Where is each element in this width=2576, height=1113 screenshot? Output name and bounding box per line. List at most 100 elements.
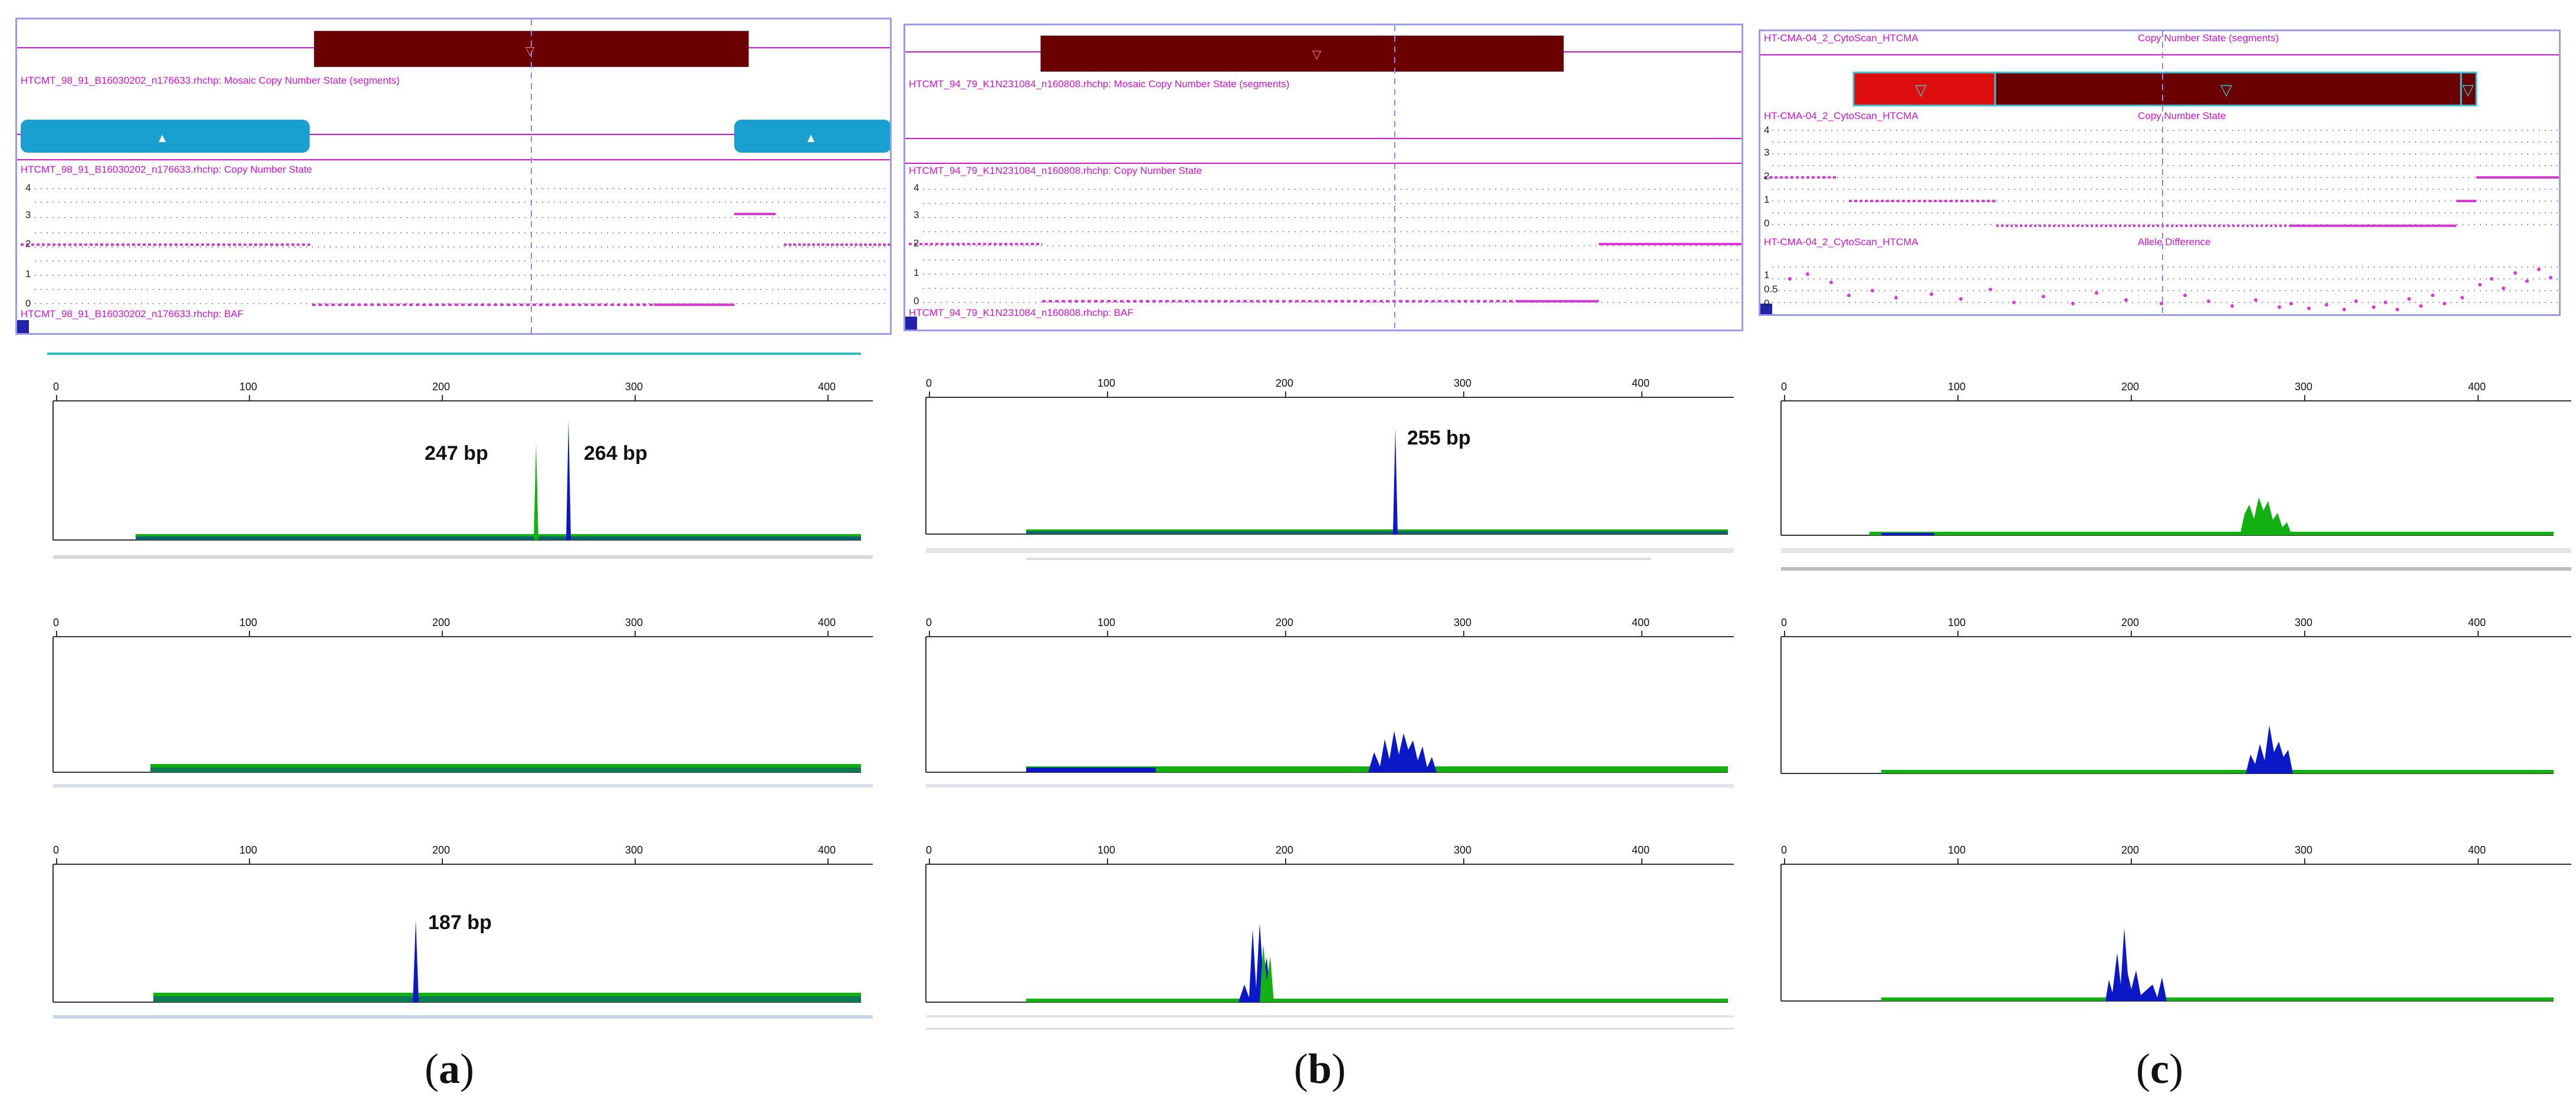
- y-tick: 1: [914, 267, 919, 278]
- y-tick: 4: [25, 182, 31, 193]
- x-tick: 100: [1098, 377, 1115, 389]
- x-tick: 400: [1632, 844, 1650, 856]
- electropherogram-a3: 0 100 200 300 400 187 bp: [52, 844, 873, 1019]
- y-tick: 2: [914, 238, 919, 249]
- svg-text:▽: ▽: [1915, 81, 1927, 99]
- baf-track-label: HTCMT_94_79_K1N231084_n160808.rhchp: BAF: [909, 307, 1133, 318]
- x-tick: 200: [432, 617, 450, 628]
- x-tick: 100: [239, 844, 257, 856]
- ad-tick: 1: [1764, 269, 1770, 281]
- x-tick: 300: [2295, 617, 2312, 628]
- x-tick: 300: [1454, 844, 1471, 856]
- svg-text:▲: ▲: [807, 132, 815, 143]
- x-tick: 300: [1454, 617, 1471, 628]
- x-tick: 200: [1276, 377, 1293, 389]
- x-tick: 0: [53, 617, 59, 628]
- panel-caption-c: (c): [2136, 1045, 2183, 1092]
- x-tick: 0: [926, 844, 932, 856]
- x-tick: 100: [1948, 381, 1966, 393]
- x-tick: 300: [2295, 381, 2312, 393]
- x-tick: 100: [239, 381, 257, 393]
- copy-number-track-label-left: HT-CMA-04_2_CytoScan_HTCMA: [1764, 110, 1918, 121]
- peak-label: 247 bp: [425, 442, 488, 465]
- y-tick: 3: [25, 209, 31, 220]
- x-tick: 200: [432, 844, 450, 856]
- copy-number-track-label: HTCMT_94_79_K1N231084_n160808.rhchp: Cop…: [909, 165, 1202, 176]
- svg-text:▲: ▲: [159, 132, 166, 143]
- x-tick: 400: [818, 381, 836, 393]
- loh-segment-left: [21, 120, 310, 153]
- y-tick: 0: [1764, 218, 1770, 229]
- x-tick: 300: [625, 844, 643, 856]
- x-tick: 0: [1781, 844, 1787, 856]
- y-tick: 3: [914, 209, 919, 220]
- x-tick: 300: [625, 617, 643, 628]
- x-tick: 400: [1632, 617, 1650, 628]
- panel-caption-a: (a): [425, 1045, 474, 1092]
- y-tick: 2: [25, 238, 31, 249]
- peak-label: 255 bp: [1407, 427, 1471, 449]
- x-tick: 400: [2468, 381, 2486, 393]
- svg-text:▽: ▽: [1312, 47, 1322, 61]
- segments-track-label-left: HT-CMA-04_2_CytoScan_HTCMA: [1764, 32, 1918, 44]
- peak-label: 187 bp: [428, 911, 492, 934]
- x-tick: 200: [1276, 617, 1293, 628]
- y-tick: 3: [1764, 147, 1770, 158]
- cnv-tracks-a: ▽ ▲ ▲: [17, 19, 890, 333]
- electropherogram-b3: 0 100 200 300 400: [925, 844, 1734, 1029]
- x-tick: 300: [1454, 377, 1471, 389]
- svg-text:▽: ▽: [525, 44, 535, 58]
- y-tick: 0: [914, 295, 919, 307]
- svg-text:▽: ▽: [2220, 81, 2232, 99]
- y-tick: 4: [1764, 124, 1770, 136]
- x-tick: 200: [432, 381, 450, 393]
- x-tick: 300: [625, 381, 643, 393]
- electropherogram-c1: 0 100 200 300 400: [1780, 381, 2571, 571]
- y-tick: 4: [914, 182, 919, 193]
- allele-difference-scatter: [1788, 268, 2552, 311]
- teal-divider: [47, 353, 861, 355]
- x-tick: 0: [1781, 381, 1787, 393]
- x-tick: 100: [239, 617, 257, 628]
- electropherogram-b1: 0 100 200 300 400 255 bp: [925, 377, 1734, 560]
- baf-track-label: HTCMT_98_91_B16030202_n176633.rhchp: BAF: [21, 308, 244, 320]
- y-tick: 1: [1764, 194, 1770, 205]
- y-tick: 1: [25, 268, 31, 279]
- x-tick: 0: [926, 377, 932, 389]
- svg-text:▽: ▽: [2462, 81, 2474, 99]
- loh-segment-right: [734, 120, 890, 153]
- x-tick: 200: [2121, 381, 2139, 393]
- x-tick: 400: [818, 844, 836, 856]
- x-tick: 200: [2121, 844, 2139, 856]
- mosaic-segment-bar: [1040, 35, 1564, 72]
- segments-track-label-right: Copy Number State (segments): [2138, 32, 2279, 44]
- allele-difference-track-label-left: HT-CMA-04_2_CytoScan_HTCMA: [1764, 236, 1918, 248]
- panel-caption-b: (b): [1294, 1045, 1346, 1092]
- peak-label: 264 bp: [584, 442, 648, 465]
- x-tick: 0: [53, 381, 59, 393]
- electropherogram-a2: 0 100 200 300 400: [52, 617, 873, 788]
- ad-tick: 0.5: [1764, 284, 1778, 295]
- copy-number-track-label-right: Copy Number State: [2138, 110, 2226, 121]
- x-tick: 100: [1948, 844, 1966, 856]
- x-tick: 0: [53, 844, 59, 856]
- x-tick: 100: [1098, 844, 1115, 856]
- electropherogram-c2: 0 100 200 300 400: [1780, 617, 2571, 774]
- cnv-view-b: ▽ HTCMT_94_79_K1N231084_n160808.rhchp: M…: [903, 24, 1743, 331]
- ad-tick: 0: [1764, 298, 1770, 309]
- allele-difference-track-label-right: Allele Difference: [2138, 236, 2211, 248]
- electropherogram-c3: 0 100 200 300 400: [1780, 844, 2571, 1002]
- x-tick: 300: [2295, 844, 2312, 856]
- segment-dark-red-small: [2460, 71, 2478, 107]
- cnv-view-c: ▽ ▽ ▽: [1759, 29, 2561, 316]
- segments-track-label: HTCMT_98_91_B16030202_n176633.rhchp: Mos…: [21, 75, 400, 86]
- x-tick: 400: [2468, 844, 2486, 856]
- y-tick: 2: [1764, 170, 1770, 182]
- y-tick: 0: [25, 298, 31, 309]
- electropherogram-b2: 0 100 200 300 400: [925, 617, 1734, 788]
- x-tick: 400: [2468, 617, 2486, 628]
- x-tick: 100: [1098, 617, 1115, 628]
- x-tick: 100: [1948, 617, 1966, 628]
- x-tick: 0: [926, 617, 932, 628]
- x-tick: 400: [818, 617, 836, 628]
